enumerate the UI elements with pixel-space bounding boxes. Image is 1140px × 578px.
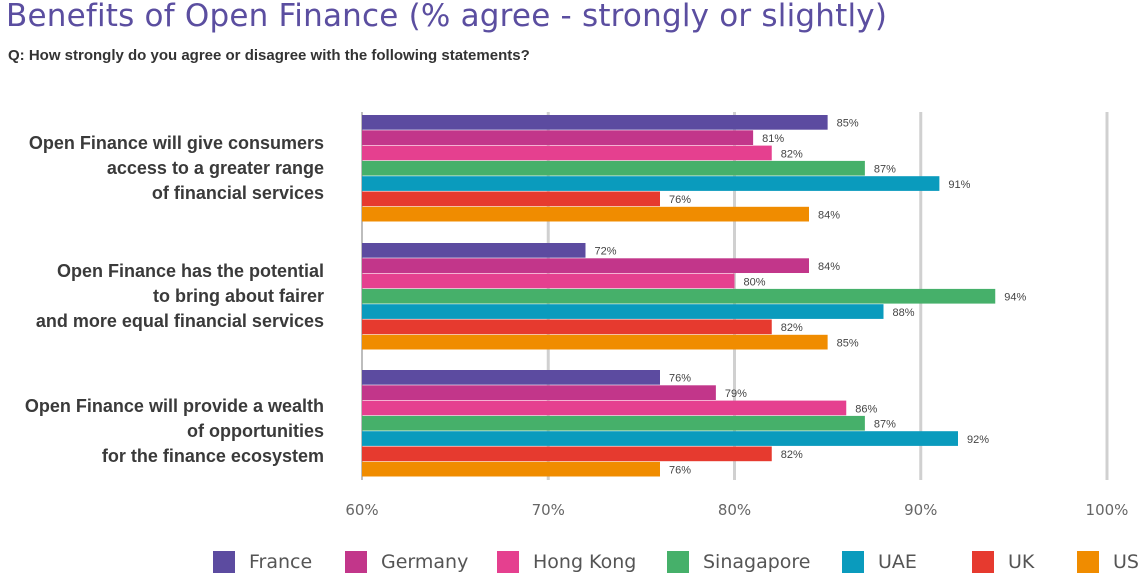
x-tick-label-90: 90% (904, 501, 937, 519)
category-label-0-line-3: of financial services (151, 183, 324, 203)
legend-item-hong-kong: Hong Kong (497, 548, 636, 576)
bar-chart: 60% 70% 80% 90% 100% 85% 81% 82% 87% 91% 76% 84% 72%… (345, 112, 1129, 519)
data-label-uae-1: 88% (893, 307, 915, 319)
legend-label: UK (1008, 551, 1035, 573)
data-label-uk-1: 82% (781, 322, 803, 334)
legend-label: Sinagapore (703, 551, 811, 573)
bar-hong-kong-2 (362, 400, 847, 416)
bar-us-2 (362, 461, 660, 477)
bar-uk-2 (362, 446, 772, 462)
chart-title: Benefits of Open Finance (% agree - stro… (6, 0, 888, 34)
bar-us-1 (362, 334, 828, 350)
legend-label: UAE (878, 551, 917, 573)
legend-label: France (249, 551, 313, 573)
data-label-hong-kong-2: 86% (855, 403, 877, 415)
bar-uk-1 (362, 319, 772, 335)
bar-germany-1 (362, 258, 809, 273)
data-label-us-1: 85% (837, 337, 859, 349)
bar-france-1 (362, 243, 586, 258)
x-tick-label-70: 70% (532, 501, 565, 519)
chart-legend: France Germany Hong Kong Sinagapore UAE UK US (0, 548, 1140, 578)
category-label-2-line-3: for the finance ecosystem (101, 446, 324, 466)
x-tick-label-100: 100% (1086, 501, 1129, 519)
category-label-1-line-2: to bring about fairer (153, 286, 324, 306)
data-label-uae-2: 92% (967, 434, 989, 446)
chart-subtitle: Q: How strongly do you agree or disagree… (8, 47, 530, 64)
legend-swatch (667, 551, 689, 573)
data-label-germany-1: 84% (818, 261, 840, 273)
bar-france-0 (362, 115, 828, 130)
category-label-2-line-1: Open Finance will provide a wealth (24, 396, 324, 416)
category-label-1: Open Finance has the potential to bring … (0, 259, 324, 334)
category-label-1-line-3: and more equal financial services (35, 311, 324, 331)
data-label-sinagapore-2: 87% (874, 419, 896, 431)
data-label-uk-0: 76% (669, 194, 691, 206)
legend-swatch (842, 551, 864, 573)
legend-swatch (1077, 551, 1099, 573)
data-label-uae-0: 91% (948, 179, 970, 191)
bar-uae-1 (362, 304, 884, 319)
bar-germany-0 (362, 130, 754, 145)
legend-swatch (345, 551, 367, 573)
data-label-france-2: 76% (669, 373, 691, 385)
legend-item-germany: Germany (345, 548, 468, 576)
category-label-0-line-2: access to a greater range (106, 158, 324, 178)
data-label-uk-2: 82% (781, 449, 803, 461)
data-label-hong-kong-0: 82% (781, 148, 803, 160)
data-label-us-0: 84% (818, 209, 840, 221)
data-label-germany-0: 81% (762, 133, 784, 145)
bar-sinagapore-1 (362, 288, 996, 304)
legend-swatch (213, 551, 235, 573)
legend-label: US (1113, 551, 1139, 573)
category-label-1-line-1: Open Finance has the potential (56, 261, 324, 281)
category-label-0-line-1: Open Finance will give consumers (28, 133, 324, 153)
data-label-france-0: 85% (837, 118, 859, 130)
category-label-2: Open Finance will provide a wealth of op… (0, 394, 324, 469)
bar-sinagapore-0 (362, 160, 865, 176)
bar-sinagapore-2 (362, 415, 865, 431)
data-label-sinagapore-1: 94% (1004, 292, 1026, 304)
bar-uk-0 (362, 191, 660, 207)
data-label-germany-2: 79% (725, 388, 747, 400)
legend-item-us: US (1077, 548, 1139, 576)
legend-item-france: France (213, 548, 312, 576)
data-label-sinagapore-0: 87% (874, 164, 896, 176)
bar-hong-kong-0 (362, 145, 772, 161)
category-label-2-line-2: of opportunities (187, 421, 324, 441)
legend-item-sinagapore: Sinagapore (667, 548, 811, 576)
legend-item-uk: UK (972, 548, 1034, 576)
bar-uae-0 (362, 176, 940, 191)
bar-france-2 (362, 370, 660, 385)
legend-label: Hong Kong (533, 551, 637, 573)
bar-us-0 (362, 206, 809, 222)
legend-item-uae: UAE (842, 548, 917, 576)
x-tick-label-80: 80% (718, 501, 751, 519)
x-tick-label-60: 60% (345, 501, 378, 519)
bar-germany-2 (362, 385, 716, 400)
legend-label: Germany (381, 551, 469, 573)
legend-swatch (497, 551, 519, 573)
data-label-us-2: 76% (669, 464, 691, 476)
bar-hong-kong-1 (362, 273, 735, 289)
data-label-france-1: 72% (595, 246, 617, 258)
bar-uae-2 (362, 431, 958, 446)
category-label-0: Open Finance will give consumers access … (0, 131, 324, 206)
data-label-hong-kong-1: 80% (744, 276, 766, 288)
legend-swatch (972, 551, 994, 573)
